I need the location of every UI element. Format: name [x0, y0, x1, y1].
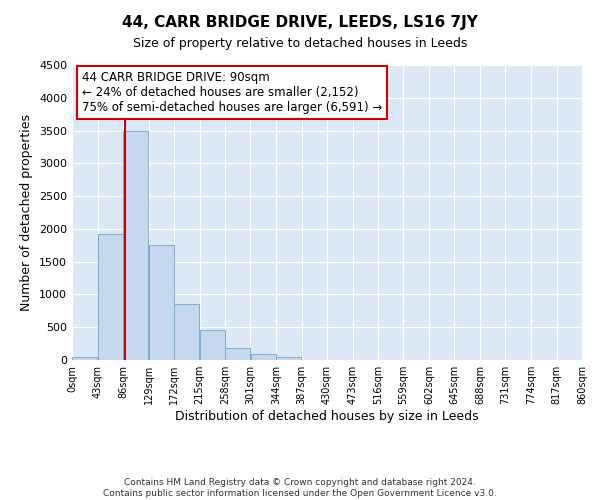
Bar: [251, 354, 276, 360]
Text: Size of property relative to detached houses in Leeds: Size of property relative to detached ho…: [133, 38, 467, 51]
Text: 44, CARR BRIDGE DRIVE, LEEDS, LS16 7JY: 44, CARR BRIDGE DRIVE, LEEDS, LS16 7JY: [122, 15, 478, 30]
Text: 44 CARR BRIDGE DRIVE: 90sqm
← 24% of detached houses are smaller (2,152)
75% of : 44 CARR BRIDGE DRIVE: 90sqm ← 24% of det…: [82, 71, 382, 114]
Text: Contains HM Land Registry data © Crown copyright and database right 2024.
Contai: Contains HM Land Registry data © Crown c…: [103, 478, 497, 498]
Y-axis label: Number of detached properties: Number of detached properties: [20, 114, 34, 311]
Bar: [98, 234, 123, 360]
Bar: [174, 304, 199, 360]
Bar: [225, 348, 250, 360]
Bar: [149, 244, 174, 360]
Bar: [200, 330, 225, 360]
Bar: [276, 358, 301, 360]
Bar: [72, 358, 97, 360]
Bar: [123, 130, 148, 360]
X-axis label: Distribution of detached houses by size in Leeds: Distribution of detached houses by size …: [175, 410, 479, 423]
